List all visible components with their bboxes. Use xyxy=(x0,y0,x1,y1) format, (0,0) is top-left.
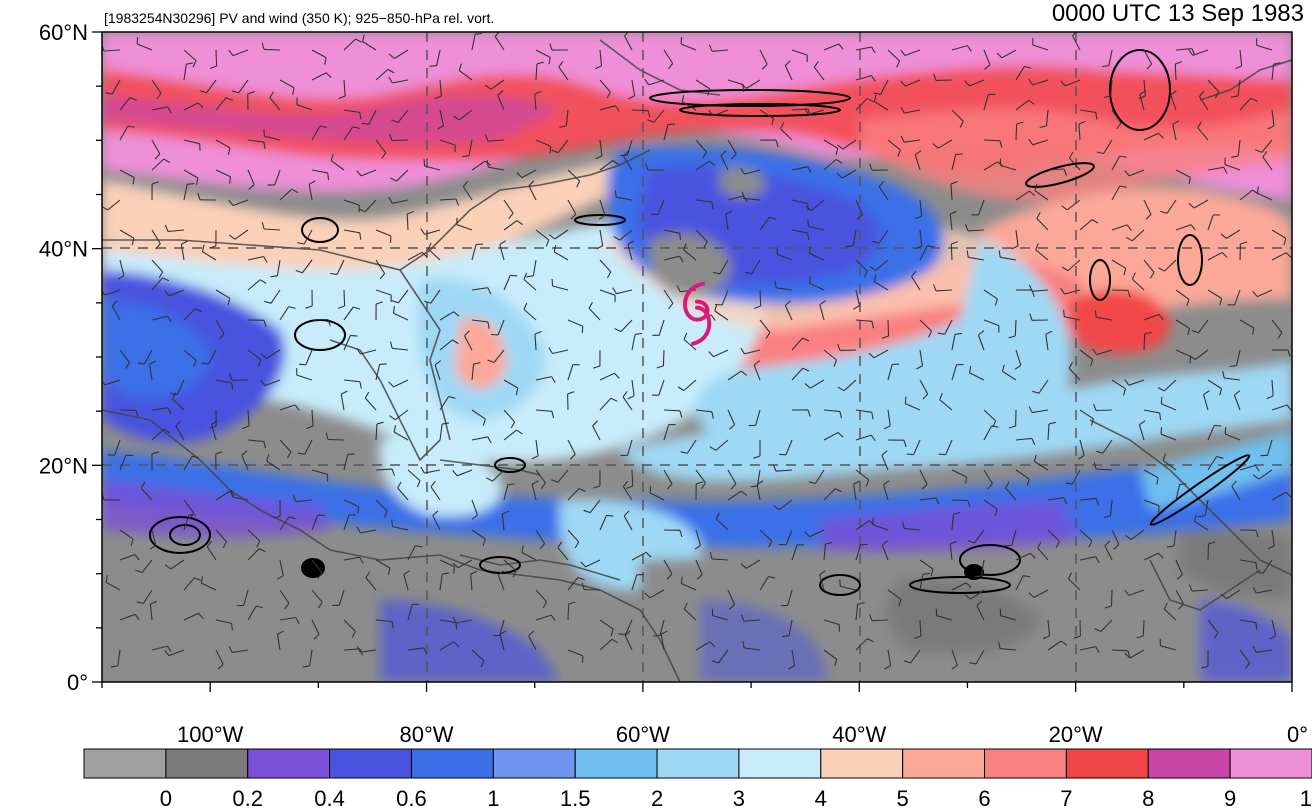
colorbar-label: 2 xyxy=(651,786,663,810)
colorbar-label: 6 xyxy=(978,786,990,810)
colorbar-swatch xyxy=(984,748,1067,779)
graticule xyxy=(102,32,1292,682)
colorbar: 0 0.2 0.4 0.6 1 1.5 2 3 4 5 6 7 8 9 10 xyxy=(83,748,1312,810)
lon-label: 40°W xyxy=(832,722,886,747)
colorbar-swatch xyxy=(820,748,904,779)
colorbar-label: 0 xyxy=(160,786,172,810)
colorbar-label: 0.2 xyxy=(232,786,263,810)
pv-field xyxy=(102,32,1292,682)
colorbar-label: 1.5 xyxy=(560,786,591,810)
lat-label: 20°N xyxy=(39,453,88,478)
colorbar-label: 1 xyxy=(487,786,499,810)
lon-label: 60°W xyxy=(616,722,670,747)
lat-label: 40°N xyxy=(39,237,88,262)
axis-ticks: 60°N 40°N 20°N 0° 100°W 80°W 60°W 40°W 20°W 0° xyxy=(39,20,1308,747)
wind-barbs xyxy=(102,32,1292,670)
lon-label: 80°W xyxy=(400,722,454,747)
lat-label: 60°N xyxy=(39,20,88,45)
colorbar-swatch xyxy=(329,748,412,779)
colorbar-swatch xyxy=(574,748,658,779)
colorbar-swatch xyxy=(247,748,331,779)
colorbar-swatch xyxy=(902,748,986,779)
colorbar-swatch xyxy=(1147,748,1231,779)
map-subtitle: [1983254N30296] PV and wind (350 K); 925… xyxy=(104,10,495,26)
colorbar-label: 3 xyxy=(733,786,745,810)
colorbar-swatch xyxy=(1065,748,1149,779)
valid-time-label: 0000 UTC 13 Sep 1983 xyxy=(1051,0,1304,27)
colorbar-label: 10 xyxy=(1300,786,1312,810)
lon-label: 0° xyxy=(1287,722,1308,747)
colorbar-label: 5 xyxy=(897,786,909,810)
colorbar-label: 8 xyxy=(1142,786,1154,810)
colorbar-swatch xyxy=(492,748,576,779)
colorbar-label: 4 xyxy=(815,786,827,810)
colorbar-swatch xyxy=(1229,748,1312,779)
colorbar-label: 0.6 xyxy=(396,786,427,810)
colorbar-label: 9 xyxy=(1224,786,1236,810)
colorbar-label: 0.4 xyxy=(314,786,345,810)
tropical-cyclone-icon xyxy=(683,281,712,346)
coastlines xyxy=(102,39,1292,682)
lon-label: 20°W xyxy=(1049,722,1103,747)
lat-label: 0° xyxy=(67,670,88,695)
colorbar-swatch xyxy=(83,748,167,779)
colorbar-swatch xyxy=(738,748,822,779)
colorbar-swatch xyxy=(165,748,249,779)
colorbar-swatch xyxy=(656,748,740,779)
colorbar-swatch xyxy=(410,748,494,779)
lon-label: 100°W xyxy=(177,722,244,747)
colorbar-label: 7 xyxy=(1060,786,1072,810)
